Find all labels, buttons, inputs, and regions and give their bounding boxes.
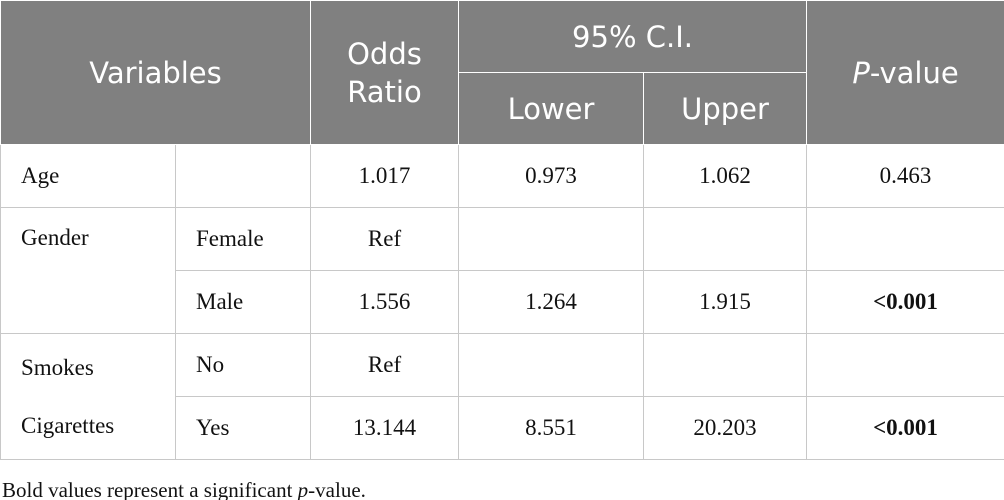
- cell: Smokes Cigarettes: [0, 333, 176, 460]
- cell: 8.551: [458, 396, 644, 460]
- cell: 1.264: [458, 270, 644, 334]
- cell: [175, 144, 311, 208]
- cell: [806, 333, 1004, 397]
- header-cell: Lower: [458, 72, 644, 145]
- cell: 1.062: [642, 144, 808, 208]
- cell: [642, 333, 808, 397]
- cell: 1.915: [642, 270, 808, 334]
- cell: 1.556: [310, 270, 459, 334]
- cell: 1.017: [310, 144, 459, 208]
- cell: Age: [0, 144, 176, 208]
- cell: Ref: [310, 207, 459, 271]
- results-table: Variables Odds Ratio 95% C.I. P-value Lo…: [0, 0, 1004, 460]
- cell: [458, 333, 644, 397]
- header-cell: Variables: [0, 0, 311, 145]
- cell: Gender: [0, 207, 176, 334]
- header-cell: P-value: [806, 0, 1004, 145]
- cell: [806, 207, 1004, 271]
- header-row: Variables Odds Ratio 95% C.I. P-value: [0, 0, 1004, 145]
- cell: 0.463: [806, 144, 1004, 208]
- cell: Yes: [175, 396, 311, 460]
- header-cell: Upper: [642, 72, 808, 145]
- cell: <0.001: [806, 396, 1004, 460]
- cell: Ref: [310, 333, 459, 397]
- header-row: Lower Upper: [1, 72, 1004, 145]
- table-row: Age 1.017 0.973 1.062 0.463: [0, 144, 1004, 208]
- header-cell: Odds Ratio: [310, 0, 459, 145]
- cell: No: [175, 333, 311, 397]
- footnote-text: p: [297, 478, 309, 500]
- cell: <0.001: [806, 270, 1004, 334]
- header-cell: 95% C.I.: [457, 0, 808, 73]
- footnote-text: Bold values represent a significant: [2, 478, 298, 500]
- table-row: Male 1.556 1.264 1.915 <0.001: [1, 270, 1004, 334]
- table-row: Gender Female Ref: [0, 207, 1004, 334]
- cell: 20.203: [642, 396, 808, 460]
- footnote: Bold values represent a significant p-va…: [2, 478, 1004, 500]
- footnote-text: -value.: [308, 478, 366, 500]
- cell: Female: [175, 207, 311, 271]
- table-row: Yes 13.144 8.551 20.203 <0.001: [1, 396, 1004, 460]
- cell: 13.144: [310, 396, 459, 460]
- table-row: Smokes Cigarettes No Ref: [0, 333, 1004, 460]
- header-text: P: [852, 55, 870, 90]
- cell: Male: [175, 270, 311, 334]
- cell: [642, 207, 808, 271]
- cell: [458, 207, 644, 271]
- header-text: -value: [869, 55, 959, 90]
- cell: 0.973: [458, 144, 644, 208]
